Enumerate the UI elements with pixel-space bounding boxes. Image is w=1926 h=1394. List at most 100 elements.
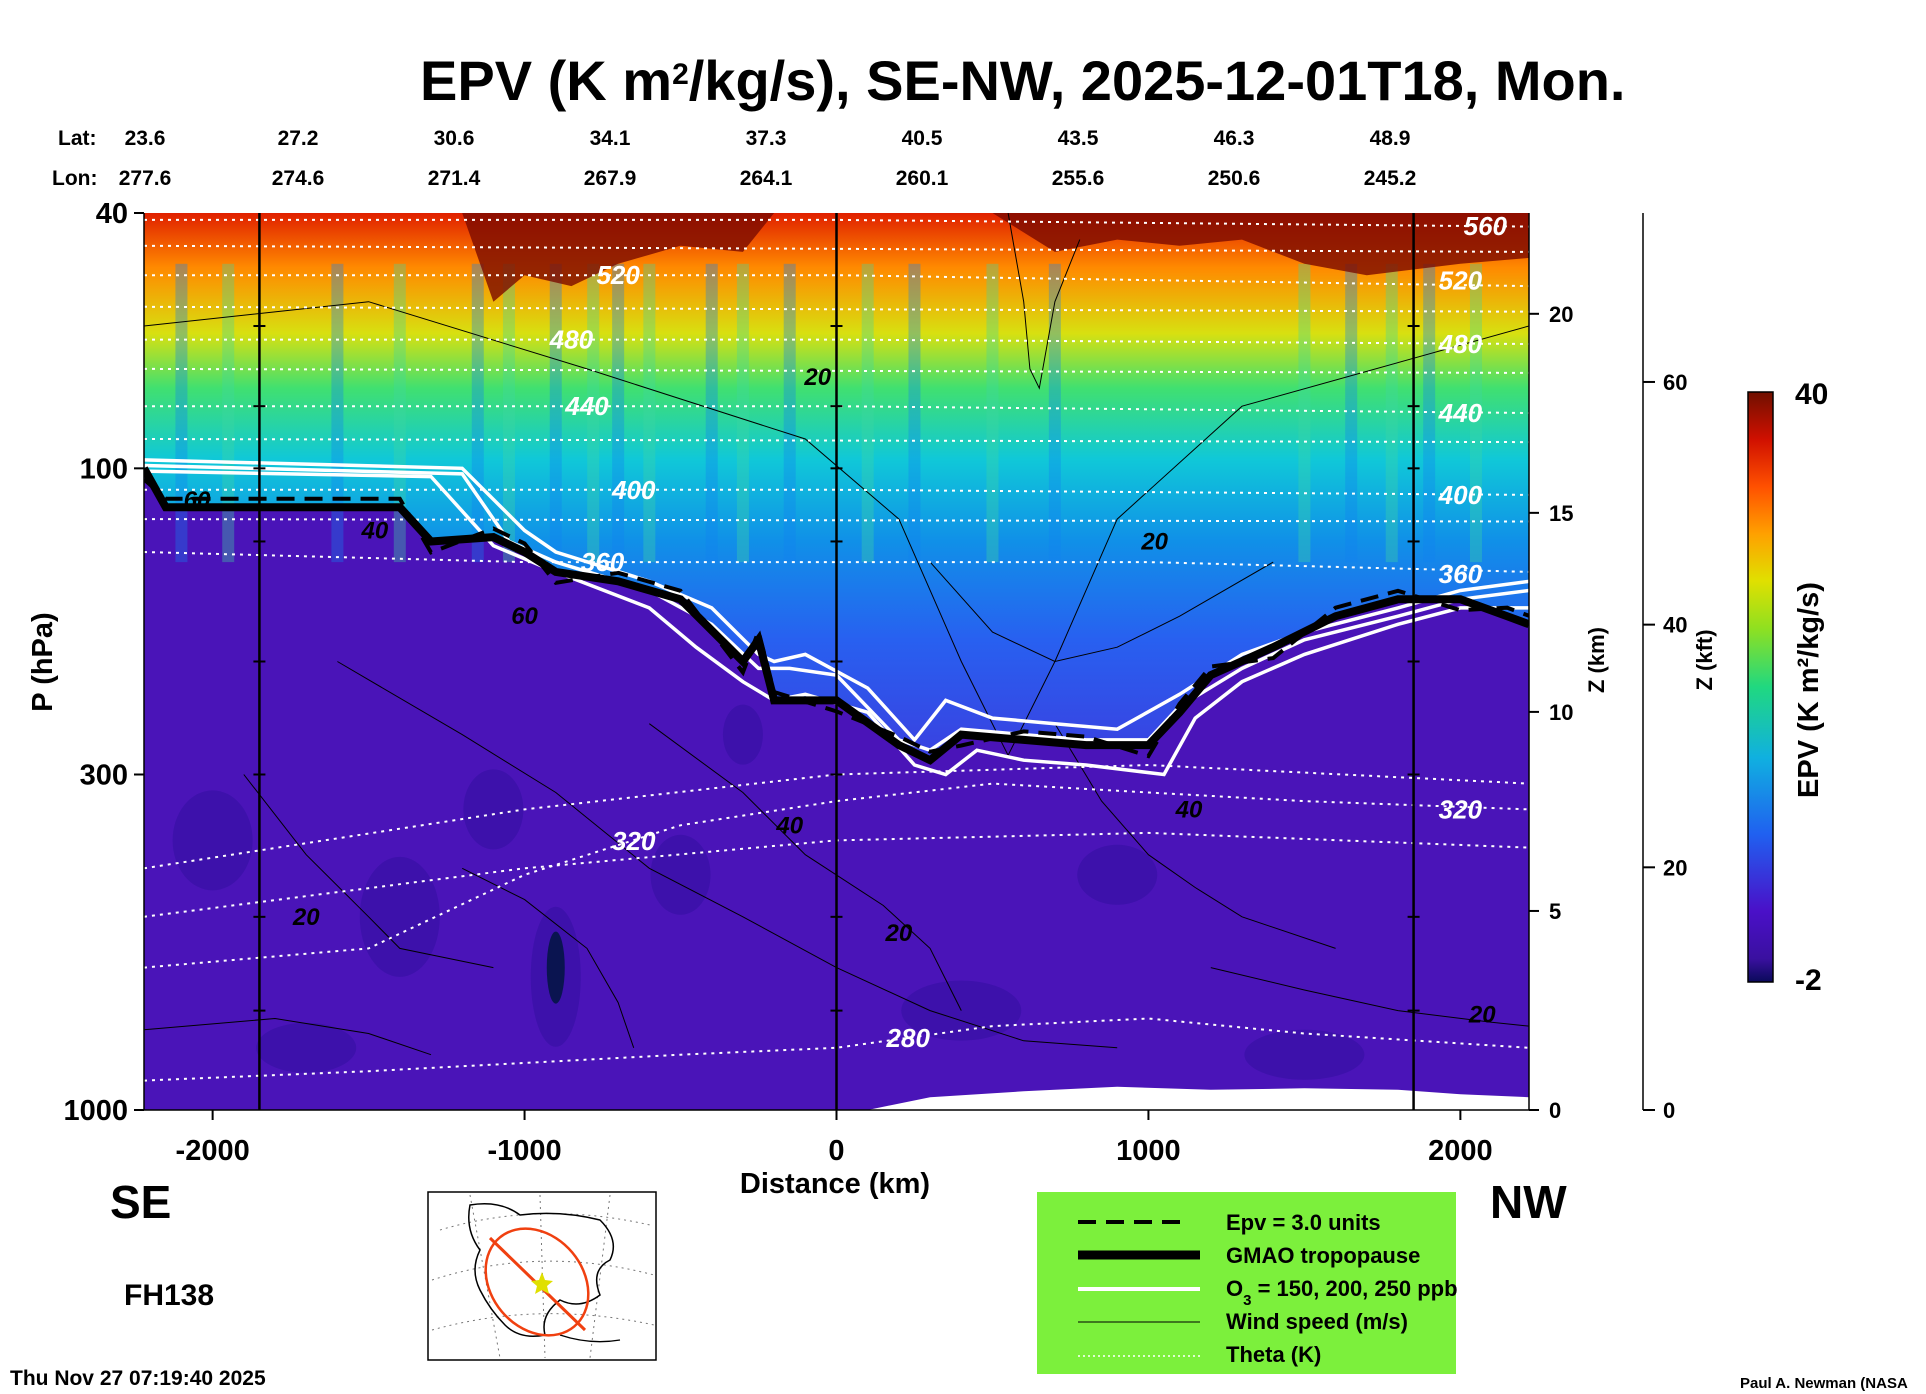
wind-contour bbox=[461, 867, 635, 1048]
legend-wind-text: Wind speed (m/s) bbox=[1226, 1309, 1408, 1334]
z-km-tick-label: 5 bbox=[1549, 899, 1561, 924]
z-kft-tick-label: 40 bbox=[1663, 613, 1687, 638]
legend-tropo-text: GMAO tropopause bbox=[1226, 1243, 1420, 1268]
epv-streak bbox=[1048, 263, 1061, 563]
plot-area: 60 40 60 20 40 20 20 20 40 20 280 320 360 400 440 480 5… bbox=[144, 213, 1529, 1110]
lat-values: 23.6 27.2 30.6 34.1 37.3 40.5 43.5 46.3 48.9 bbox=[125, 127, 1411, 150]
epv-max-region bbox=[144, 213, 1529, 302]
y-tick-label: 300 bbox=[80, 759, 128, 791]
theta-contour bbox=[144, 518, 1529, 523]
direction-right: NW bbox=[1490, 1176, 1567, 1228]
inset-map bbox=[427, 1191, 657, 1361]
epv-streak bbox=[986, 263, 999, 563]
epv-streak bbox=[908, 263, 921, 563]
ground-mask bbox=[867, 1086, 1529, 1110]
colorbar-min: -2 bbox=[1795, 964, 1822, 997]
troposphere-blob bbox=[256, 1022, 357, 1073]
vertical-marker-lines bbox=[253, 213, 1420, 1110]
epv-streak bbox=[705, 263, 718, 563]
z-kft-label: Z (kft) bbox=[1692, 629, 1717, 690]
theta-contour bbox=[144, 367, 1529, 374]
theta-contour bbox=[144, 1017, 1529, 1082]
troposphere-blob bbox=[1244, 1029, 1365, 1080]
lon-value: 274.6 bbox=[272, 167, 325, 190]
lon-value: 277.6 bbox=[119, 167, 172, 190]
epv-streak bbox=[783, 263, 796, 563]
lat-value: 40.5 bbox=[902, 127, 943, 150]
lon-value: 255.6 bbox=[1052, 167, 1105, 190]
x-tick-label: 2000 bbox=[1428, 1135, 1493, 1167]
lon-value: 260.1 bbox=[896, 167, 949, 190]
y-tick-label: 1000 bbox=[63, 1095, 128, 1127]
troposphere-blob bbox=[172, 790, 253, 891]
wind-contour bbox=[929, 561, 1274, 663]
z-km-axis: 0 5 10 15 20 bbox=[1528, 213, 1573, 1123]
y-axis-label: P (hPa) bbox=[27, 612, 59, 711]
wind-label: 40 bbox=[360, 518, 388, 545]
wind-label: 20 bbox=[885, 920, 913, 947]
wind-contour bbox=[1007, 213, 1081, 390]
theta-contour bbox=[144, 338, 1529, 345]
epv-streak bbox=[643, 263, 656, 563]
theta-label: 440 bbox=[564, 391, 609, 421]
legend-epv-text: Epv = 3.0 units bbox=[1226, 1210, 1381, 1235]
epv-streak bbox=[331, 263, 344, 563]
z-kft-tick-label: 60 bbox=[1663, 370, 1687, 395]
z-kft-tick-label: 0 bbox=[1663, 1098, 1675, 1123]
epv-streak bbox=[587, 263, 600, 563]
x-axis-label: Distance (km) bbox=[740, 1168, 930, 1200]
z-km-tick-label: 20 bbox=[1549, 302, 1573, 327]
z-km-tick-label: 10 bbox=[1549, 700, 1573, 725]
lat-value: 46.3 bbox=[1214, 127, 1255, 150]
wind-label: 40 bbox=[775, 812, 803, 839]
lat-value: 34.1 bbox=[590, 127, 631, 150]
lat-value: 27.2 bbox=[278, 127, 319, 150]
theta-contour bbox=[144, 405, 1529, 414]
x-tick-label: 1000 bbox=[1116, 1135, 1181, 1167]
epv-streak bbox=[222, 263, 235, 563]
troposphere-blob bbox=[546, 931, 565, 1004]
wind-contour bbox=[144, 1017, 432, 1056]
epv-streak bbox=[1423, 263, 1436, 563]
timestamp: Thu Nov 27 07:19:40 2025 bbox=[10, 1367, 266, 1390]
wind-contour bbox=[1054, 723, 1336, 949]
lon-value: 267.9 bbox=[584, 167, 637, 190]
wind-contour bbox=[144, 301, 1529, 757]
z-kft-axis: 0 20 40 60 bbox=[1642, 213, 1687, 1123]
lat-value: 43.5 bbox=[1058, 127, 1099, 150]
wind-contours bbox=[144, 213, 1529, 1056]
wind-label: 20 bbox=[803, 364, 831, 391]
epv-streak bbox=[1298, 263, 1311, 563]
epv-streak bbox=[1469, 263, 1482, 563]
theta-contours bbox=[144, 218, 1529, 1082]
legend-ozone-text: O3 = 150, 200, 250 ppb bbox=[1226, 1276, 1458, 1309]
epv-streak bbox=[861, 263, 874, 563]
lon-value: 250.6 bbox=[1208, 167, 1261, 190]
wind-label: 60 bbox=[184, 487, 211, 514]
troposphere-blob bbox=[359, 856, 440, 977]
wind-labels: 60 40 60 20 40 20 20 20 40 20 bbox=[184, 364, 1497, 1029]
theta-contour bbox=[144, 218, 1529, 228]
lat-value: 48.9 bbox=[1370, 127, 1411, 150]
direction-left: SE bbox=[110, 1176, 171, 1228]
wind-label: 20 bbox=[1140, 528, 1168, 555]
lon-label: Lon: bbox=[52, 167, 97, 190]
x-tick-label: -2000 bbox=[176, 1135, 250, 1167]
wind-label: 20 bbox=[1468, 1002, 1496, 1029]
epv-streak bbox=[502, 263, 515, 563]
theta-label: 520 bbox=[1439, 266, 1483, 296]
legend: Epv = 3.0 units GMAO tropopause O3 = 150… bbox=[1037, 1192, 1458, 1374]
credit: Paul A. Newman (NASA bbox=[1740, 1375, 1908, 1392]
wind-contour bbox=[649, 723, 962, 1011]
epv-streak bbox=[1385, 263, 1398, 563]
chart-title: EPV (K m2/kg/s), SE-NW, 2025-12-01T18, M… bbox=[420, 49, 1626, 112]
x-tick-label: 0 bbox=[828, 1135, 844, 1167]
troposphere-blob bbox=[650, 834, 711, 915]
lon-value: 245.2 bbox=[1364, 167, 1417, 190]
epv-streak bbox=[393, 263, 406, 563]
z-km-label: Z (km) bbox=[1584, 627, 1609, 693]
epv-streak bbox=[1345, 263, 1358, 563]
theta-label: 520 bbox=[596, 260, 640, 290]
x-axis: -2000 -1000 0 1000 2000 bbox=[144, 1109, 1529, 1167]
